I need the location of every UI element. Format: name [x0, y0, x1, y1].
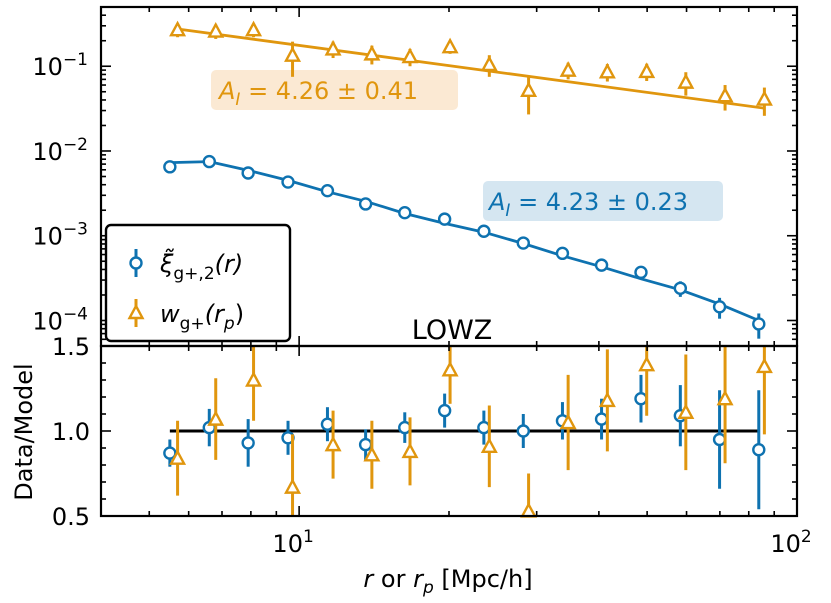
ratio-point-w_gplus: [480, 437, 498, 454]
y-axis-title: Data/Model: [10, 363, 38, 500]
point-xi_gplus2: [163, 160, 177, 174]
y-tick-label: 10−2: [32, 135, 88, 166]
point-w_gplus: [284, 46, 302, 62]
point-xi_gplus2: [320, 183, 335, 198]
point-w_gplus: [755, 90, 773, 106]
point-w_gplus: [324, 39, 342, 56]
ratio-point-xi_gplus2: [634, 392, 648, 406]
point-xi_gplus2: [398, 205, 412, 220]
ratio-point-w_gplus: [716, 389, 734, 406]
point-w_gplus: [245, 20, 263, 37]
annotation-w-box: [211, 70, 458, 110]
ratio-point-xi_gplus2: [437, 403, 452, 418]
legend: ξ̃g+,2(r) wg+(rp): [104, 223, 292, 343]
y-tick-label: 10−4: [32, 304, 88, 335]
x-tick-label: 102: [770, 527, 811, 558]
annotation-xi: AI = 4.23 ± 0.23: [487, 188, 688, 221]
point-w_gplus: [638, 62, 656, 79]
ratio-point-xi_gplus2: [241, 436, 255, 450]
annotation-xi-box: [483, 181, 723, 221]
point-w_gplus: [677, 73, 695, 89]
point-xi_gplus2: [712, 300, 727, 314]
ratio-point-xi_gplus2: [516, 424, 530, 438]
ratio-point-w_gplus: [441, 360, 459, 377]
point-xi_gplus2: [241, 166, 255, 180]
ratio-point-xi_gplus2: [712, 432, 727, 447]
point-xi_gplus2: [555, 246, 570, 261]
model-line-w_gplus: [177, 27, 765, 110]
point-w_gplus: [207, 22, 225, 38]
ratio-point-xi_gplus2: [358, 437, 373, 452]
ratio-point-w_gplus: [207, 410, 225, 426]
point-xi_gplus2: [358, 197, 373, 211]
point-w_gplus: [520, 81, 538, 98]
ratio-point-w_gplus: [598, 391, 616, 408]
ratio-point-w_gplus: [169, 449, 187, 465]
legend-xi-marker: [129, 256, 143, 270]
annotation-w: AI = 4.26 ± 0.41: [217, 77, 418, 110]
panel-title: LOWZ: [412, 315, 493, 346]
model-line-xi_gplus2: [169, 160, 760, 322]
ratio-point-xi_gplus2: [594, 412, 609, 426]
bottom-panel: [163, 346, 773, 518]
point-w_gplus: [716, 86, 734, 103]
y-tick-label: 10−3: [32, 220, 88, 251]
x-axis-title: r or rp [Mpc/h]: [363, 565, 532, 598]
ratio-point-xi_gplus2: [752, 443, 766, 457]
ratio-point-w_gplus: [520, 501, 538, 518]
point-xi_gplus2: [516, 236, 530, 250]
y-tick-label: 10−1: [32, 50, 88, 81]
ratio-point-xi_gplus2: [163, 446, 177, 460]
point-xi_gplus2: [594, 258, 609, 272]
ratio-point-w_gplus: [559, 413, 577, 430]
legend-xi-label: ξ̃g+,2(r): [159, 248, 243, 284]
point-w_gplus: [480, 55, 498, 72]
point-w_gplus: [441, 37, 459, 54]
ratio-point-xi_gplus2: [320, 417, 335, 431]
ratio-point-w_gplus: [638, 355, 656, 372]
point-xi_gplus2: [673, 281, 688, 295]
ratio-point-w_gplus: [363, 445, 381, 462]
point-xi_gplus2: [437, 212, 452, 226]
ratio-point-w_gplus: [245, 370, 263, 387]
point-xi_gplus2: [202, 154, 216, 169]
ratio-point-w_gplus: [324, 435, 342, 452]
legend-w-label: wg+(rp): [160, 300, 244, 334]
legend-w-marker: [127, 303, 145, 320]
point-w_gplus: [363, 44, 381, 61]
point-xi_gplus2: [634, 265, 648, 280]
legend-box: [104, 223, 292, 343]
point-w_gplus: [401, 47, 419, 64]
ratio-point-w_gplus: [677, 403, 695, 420]
point-w_gplus: [169, 20, 187, 37]
ratio-point-w_gplus: [401, 442, 419, 459]
top-panel: [163, 20, 773, 339]
point-w_gplus: [598, 62, 616, 79]
y-tick-label: 0.5: [52, 503, 90, 531]
point-xi_gplus2: [752, 317, 766, 331]
ratio-point-w_gplus: [284, 478, 302, 494]
ratio-point-xi_gplus2: [477, 420, 491, 435]
point-xi_gplus2: [281, 175, 295, 189]
point-xi_gplus2: [477, 224, 491, 238]
y-tick-label: 1.0: [52, 418, 90, 446]
y-tick-label: 1.5: [52, 333, 90, 361]
x-tick-label: 101: [272, 527, 313, 558]
point-w_gplus: [559, 61, 577, 77]
ratio-point-w_gplus: [755, 357, 773, 374]
